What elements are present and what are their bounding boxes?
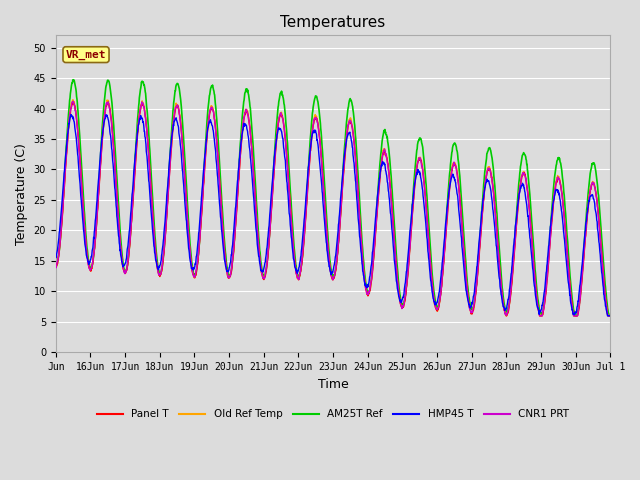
X-axis label: Time: Time <box>317 378 348 391</box>
Text: VR_met: VR_met <box>66 49 106 60</box>
Legend: Panel T, Old Ref Temp, AM25T Ref, HMP45 T, CNR1 PRT: Panel T, Old Ref Temp, AM25T Ref, HMP45 … <box>93 405 573 423</box>
Y-axis label: Temperature (C): Temperature (C) <box>15 143 28 245</box>
Title: Temperatures: Temperatures <box>280 15 386 30</box>
